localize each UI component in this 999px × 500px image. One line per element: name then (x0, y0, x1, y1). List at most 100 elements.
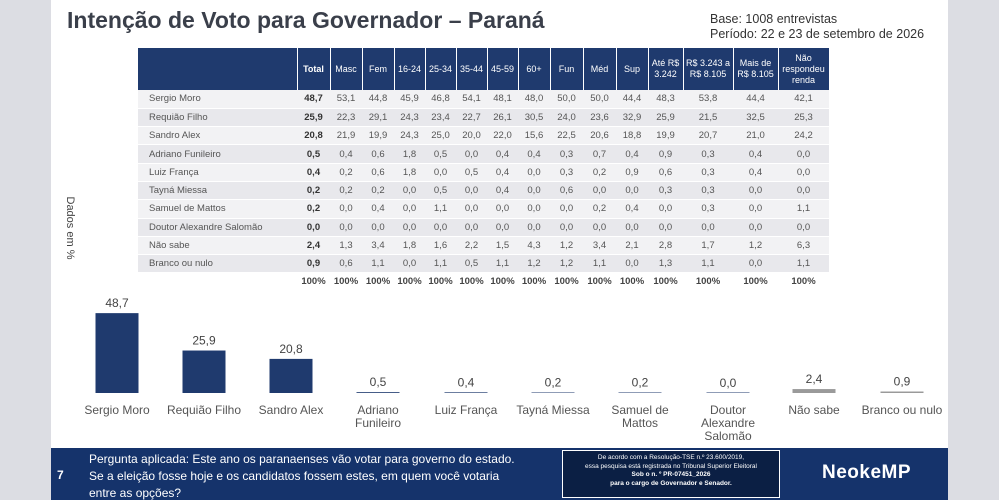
category-label: Requião Filho (167, 403, 241, 417)
table-cell: 23,4 (425, 108, 456, 128)
table-cell: 0,0 (362, 218, 394, 237)
table-cell: 6,3 (778, 236, 829, 256)
table-cell: 0,3 (550, 144, 583, 164)
table-cell: 0,0 (616, 254, 648, 274)
table-cell: 0,9 (616, 163, 648, 182)
table-cell: 0,2 (330, 181, 362, 201)
table-cell: 24,0 (550, 108, 583, 128)
table-cell: 0,0 (456, 144, 487, 164)
table-cell: 15,6 (518, 126, 550, 146)
table-cell: 50,0 (583, 90, 616, 109)
table-cell: 24,3 (394, 108, 425, 128)
brand-logo: NeokeMP (822, 462, 912, 483)
table-cell: 2,8 (648, 236, 683, 256)
table-cell: 0,0 (394, 181, 425, 201)
table-cell: 0,4 (362, 199, 394, 219)
tse-line: para o cargo de Governador e Senador. (610, 480, 732, 488)
table-cell: 1,1 (583, 254, 616, 274)
bar (182, 350, 226, 393)
table-cell: 29,1 (362, 108, 394, 128)
table-cell: 20,0 (456, 126, 487, 146)
table-cell: 0,0 (425, 163, 456, 182)
row-label: Adriano Funileiro (138, 144, 297, 164)
table-cell: 0,4 (733, 163, 778, 182)
table-cell: 2,2 (456, 236, 487, 256)
column-header: Masc (330, 48, 363, 90)
category-label: Salomão (704, 429, 752, 443)
table-cell: 25,9 (648, 108, 683, 128)
tse-line: essa pesquisa está registrada no Tribuna… (585, 462, 757, 470)
table-cell: 25,3 (778, 108, 829, 128)
table-cell: 1,8 (394, 144, 425, 164)
column-header: 60+ (518, 48, 551, 90)
table-cell: 1,1 (425, 199, 456, 219)
table-header-corner (138, 48, 298, 90)
table-cell: 100% (456, 272, 487, 292)
table-row: Samuel de Mattos 0,2 0,0 0,4 0,0 1,1 0,0 0,0 0,0… (138, 199, 829, 219)
table-cell: 100% (297, 272, 330, 292)
table-cell: 0,0 (518, 199, 550, 219)
left-margin-band (0, 0, 51, 500)
table-row: Tayná Miessa 0,2 0,2 0,2 0,0 0,5 0,0 0,4 0,0 0,6 0… (138, 181, 829, 201)
table-cell: 3,4 (583, 236, 616, 256)
table-cell: 25,0 (425, 126, 456, 146)
category-label: Doutor (710, 403, 746, 417)
table-cell: 0,4 (733, 144, 778, 164)
column-header: Sup (616, 48, 649, 90)
table-cell: 100% (425, 272, 456, 292)
table-cell: 0,0 (733, 181, 778, 201)
row-label: Branco ou nulo (138, 254, 297, 274)
data-label: 0,9 (894, 375, 911, 389)
survey-meta: Base: 1008 entrevistas Período: 22 e 23 … (710, 12, 924, 42)
table-cell: 0,0 (733, 199, 778, 219)
category-label: Não sabe (788, 403, 840, 417)
table-cell: 0,6 (550, 181, 583, 201)
table-total-row: 100% 100% 100% 100% 100% 100% 100% 100% 100% 100%… (138, 272, 829, 292)
table-cell: 0,3 (648, 181, 683, 201)
bar (95, 313, 139, 393)
row-label: Luiz França (138, 163, 297, 182)
data-label: 0,2 (545, 376, 562, 390)
table-cell: 100% (683, 272, 733, 292)
category-label: Sergio Moro (84, 403, 150, 417)
category-label: Tayná Miessa (516, 403, 590, 417)
table-cell: 22,7 (456, 108, 487, 128)
table-cell: 0,9 (297, 254, 330, 274)
table-cell: 21,9 (330, 126, 362, 146)
row-label: Requião Filho (138, 108, 297, 128)
column-header: Total (297, 48, 331, 90)
table-cell: 1,1 (778, 254, 829, 274)
table-cell: 2,1 (616, 236, 648, 256)
table-cell: 0,6 (648, 163, 683, 182)
table-cell: 100% (616, 272, 648, 292)
table-cell: 30,5 (518, 108, 550, 128)
table-cell: 0,0 (456, 199, 487, 219)
table-cell: 1,7 (683, 236, 733, 256)
table-cell: 0,0 (648, 218, 683, 237)
table-cell: 0,0 (733, 218, 778, 237)
table-cell: 100% (394, 272, 425, 292)
data-label: 2,4 (806, 372, 823, 386)
table-cell: 1,1 (778, 199, 829, 219)
table-cell: 22,0 (487, 126, 518, 146)
tse-line: Sob o n. º PR-07451_2026 (631, 471, 711, 479)
table-row: Não sabe 2,4 1,3 3,4 1,8 1,6 2,2 1,5 4,3 1,2 3,4 2,… (138, 236, 829, 256)
table-cell: 100% (778, 272, 829, 292)
row-label: Doutor Alexandre Salomão (138, 218, 297, 237)
table-cell (138, 272, 297, 292)
table-cell: 0,5 (425, 181, 456, 201)
survey-period: Período: 22 e 23 de setembro de 2026 (710, 27, 925, 41)
row-label: Samuel de Mattos (138, 199, 297, 219)
row-label: Tayná Miessa (138, 181, 297, 201)
bar (444, 392, 488, 393)
table-cell: 20,7 (683, 126, 733, 146)
crosstab-table: Total Masc Fem 16-24 25-34 35-44 45-59 60+ Fun Mé… (138, 48, 830, 292)
table-cell: 0,5 (425, 144, 456, 164)
column-header: Até R$ 3.242 (648, 48, 684, 90)
table-cell: 19,9 (648, 126, 683, 146)
bar (880, 391, 924, 393)
table-cell: 0,0 (456, 181, 487, 201)
bar (618, 392, 662, 393)
table-cell: 100% (362, 272, 394, 292)
table-cell: 44,4 (733, 90, 778, 109)
